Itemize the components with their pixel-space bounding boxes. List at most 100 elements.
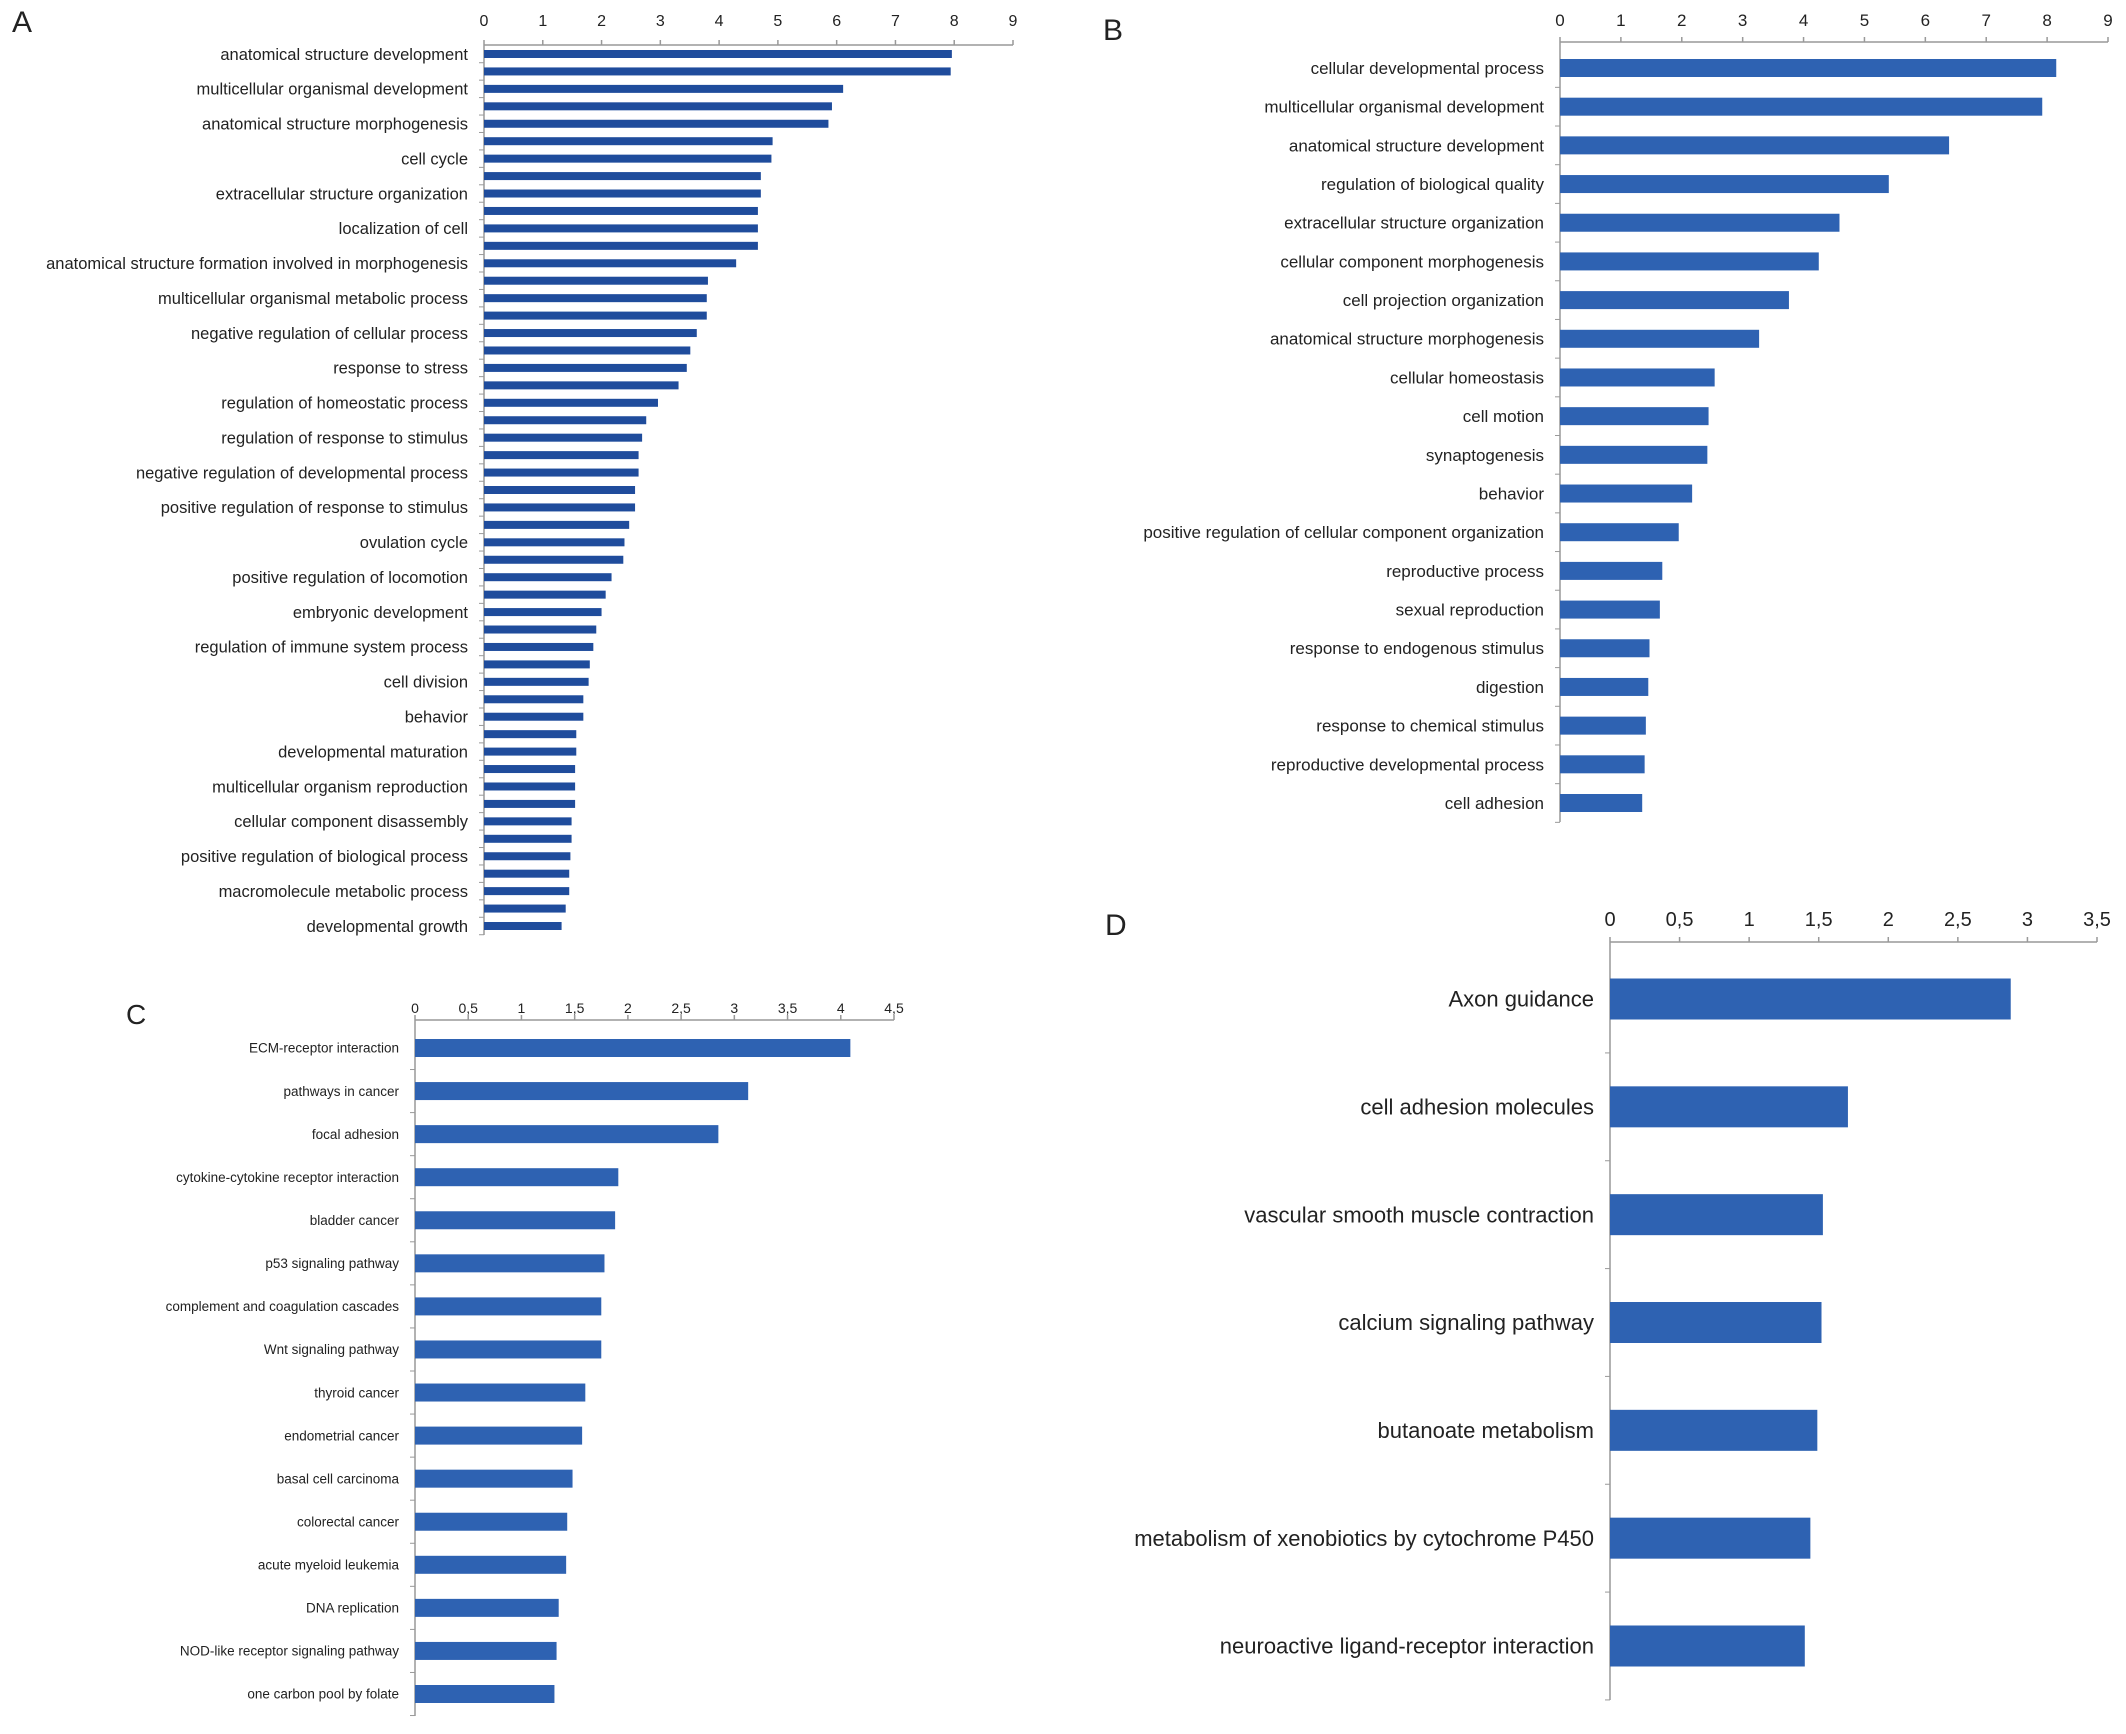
category-label-b: extracellular structure organization bbox=[1284, 214, 1544, 233]
category-label-a: negative regulation of developmental pro… bbox=[136, 464, 468, 482]
category-label-d: calcium signaling pathway bbox=[1338, 1310, 1594, 1335]
x-tick-label-c: 3,5 bbox=[778, 1000, 798, 1016]
bar-c bbox=[415, 1426, 583, 1445]
category-label-c: Wnt signaling pathway bbox=[264, 1342, 399, 1357]
category-label-b: reproductive process bbox=[1386, 562, 1544, 581]
category-label-a: anatomical structure formation involved … bbox=[46, 255, 468, 273]
category-label-c: acute myeloid leukemia bbox=[258, 1558, 400, 1573]
category-label-d: vascular smooth muscle contraction bbox=[1244, 1202, 1594, 1227]
bar-d bbox=[1610, 1194, 1823, 1236]
bar-a bbox=[484, 852, 571, 861]
panel-label-b: B bbox=[1103, 14, 1123, 47]
category-label-b: positive regulation of cellular componen… bbox=[1143, 523, 1544, 542]
bar-c bbox=[415, 1469, 573, 1488]
category-label-c: endometrial cancer bbox=[284, 1428, 399, 1443]
category-label-b: anatomical structure morphogenesis bbox=[1270, 330, 1544, 349]
bar-c bbox=[415, 1641, 557, 1660]
x-tick-label-a: 0 bbox=[480, 13, 489, 30]
x-tick-label-d: 0,5 bbox=[1666, 909, 1694, 931]
bar-a bbox=[484, 172, 761, 181]
category-label-c: focal adhesion bbox=[312, 1127, 399, 1142]
bar-a bbox=[484, 503, 636, 512]
category-label-a: extracellular structure organization bbox=[216, 185, 468, 203]
bar-a bbox=[484, 311, 707, 320]
category-label-b: cell adhesion bbox=[1445, 794, 1544, 813]
bar-b bbox=[1560, 368, 1715, 387]
category-label-a: cellular component disassembly bbox=[234, 813, 469, 831]
panel-label-c: C bbox=[126, 999, 146, 1030]
bar-a bbox=[484, 398, 658, 407]
category-label-a: multicellular organismal metabolic proce… bbox=[158, 290, 468, 308]
bar-d bbox=[1610, 1625, 1805, 1667]
bar-a bbox=[484, 747, 577, 756]
category-label-a: multicellular organism reproduction bbox=[212, 778, 468, 796]
bar-a bbox=[484, 817, 572, 826]
bar-a bbox=[484, 712, 584, 721]
bar-b bbox=[1560, 136, 1950, 155]
x-tick-label-a: 5 bbox=[773, 13, 782, 30]
bar-a bbox=[484, 433, 643, 442]
bar-b bbox=[1560, 175, 1889, 194]
bar-c bbox=[415, 1555, 567, 1574]
bar-a bbox=[484, 329, 697, 338]
category-label-a: regulation of immune system process bbox=[195, 639, 468, 657]
bar-a bbox=[484, 573, 612, 582]
category-label-a: macromolecule metabolic process bbox=[219, 883, 468, 901]
bar-b bbox=[1560, 252, 1819, 271]
bar-b bbox=[1560, 755, 1645, 774]
bar-a bbox=[484, 887, 570, 896]
bar-a bbox=[484, 765, 576, 774]
bar-c bbox=[415, 1211, 616, 1230]
panel-label-d: D bbox=[1105, 909, 1127, 942]
bar-a bbox=[484, 538, 625, 547]
category-label-a: localization of cell bbox=[339, 220, 468, 238]
bar-a bbox=[484, 416, 647, 425]
x-tick-label-a: 4 bbox=[715, 13, 724, 30]
bar-a bbox=[484, 259, 737, 268]
x-tick-label-b: 7 bbox=[1981, 11, 1990, 30]
bar-c bbox=[415, 1125, 719, 1144]
x-tick-label-c: 2,5 bbox=[671, 1000, 691, 1016]
x-tick-label-c: 1,5 bbox=[565, 1000, 585, 1016]
x-tick-label-b: 8 bbox=[2042, 11, 2051, 30]
x-tick-label-a: 6 bbox=[832, 13, 841, 30]
category-label-a: behavior bbox=[405, 708, 469, 726]
bar-a bbox=[484, 590, 606, 599]
bar-a bbox=[484, 904, 566, 913]
x-tick-label-b: 5 bbox=[1860, 11, 1869, 30]
category-label-c: cytokine-cytokine receptor interaction bbox=[176, 1170, 399, 1185]
category-label-a: negative regulation of cellular process bbox=[191, 325, 468, 343]
x-tick-label-b: 3 bbox=[1738, 11, 1747, 30]
bar-c bbox=[415, 1383, 586, 1402]
bar-c bbox=[415, 1297, 602, 1316]
x-tick-label-d: 3 bbox=[2022, 909, 2033, 931]
x-tick-label-c: 4,5 bbox=[884, 1000, 904, 1016]
x-tick-label-d: 2,5 bbox=[1944, 909, 1972, 931]
bar-b bbox=[1560, 291, 1789, 310]
category-label-d: butanoate metabolism bbox=[1378, 1418, 1594, 1443]
bar-b bbox=[1560, 794, 1643, 812]
category-label-c: basal cell carcinoma bbox=[277, 1471, 400, 1486]
category-label-c: colorectal cancer bbox=[297, 1514, 400, 1529]
bar-a bbox=[484, 834, 572, 843]
category-label-b: anatomical structure development bbox=[1289, 136, 1544, 155]
category-label-d: metabolism of xenobiotics by cytochrome … bbox=[1134, 1526, 1594, 1551]
category-label-a: response to stress bbox=[333, 360, 468, 378]
category-label-a: regulation of homeostatic process bbox=[221, 395, 468, 413]
category-label-c: one carbon pool by folate bbox=[247, 1687, 399, 1702]
bar-a bbox=[484, 241, 758, 250]
category-label-a: anatomical structure morphogenesis bbox=[202, 116, 468, 134]
bar-a bbox=[484, 346, 691, 355]
panel-label-a: A bbox=[12, 6, 32, 39]
category-label-b: behavior bbox=[1479, 484, 1545, 503]
category-label-b: response to endogenous stimulus bbox=[1290, 639, 1544, 658]
x-tick-label-b: 9 bbox=[2103, 11, 2112, 30]
bar-b bbox=[1560, 561, 1663, 580]
bar-d bbox=[1610, 1409, 1818, 1451]
x-tick-label-d: 1,5 bbox=[1805, 909, 1833, 931]
bar-a bbox=[484, 869, 570, 878]
x-tick-label-b: 0 bbox=[1555, 11, 1564, 30]
x-tick-label-a: 7 bbox=[891, 13, 900, 30]
category-label-c: thyroid cancer bbox=[314, 1385, 399, 1400]
x-tick-label-c: 0,5 bbox=[458, 1000, 478, 1016]
